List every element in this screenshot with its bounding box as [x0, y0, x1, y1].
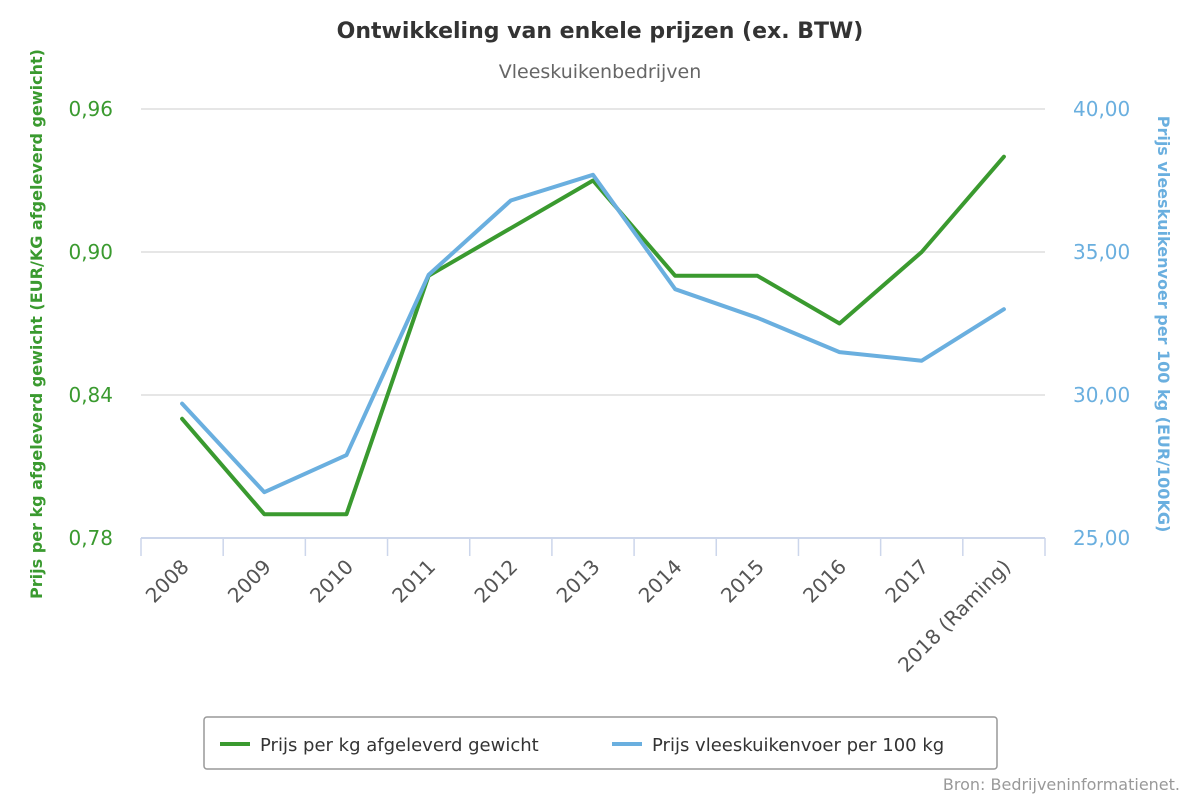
- chart-subtitle: Vleeskuikenbedrijven: [499, 61, 702, 83]
- chart-title: Ontwikkeling van enkele prijzen (ex. BTW…: [337, 19, 864, 44]
- y-left-tick-label: 0,84: [68, 383, 113, 407]
- legend-label-series-1[interactable]: Prijs per kg afgeleverd gewicht: [260, 735, 539, 756]
- y-left-tick-label: 0,78: [68, 526, 113, 550]
- x-axis: 2008 2009 2010 2011 2012 2013 2014 2015 2016 2017…: [140, 537, 1046, 677]
- series-line-2[interactable]: [180, 172, 1006, 495]
- x-tick-label: 2014: [634, 555, 687, 608]
- y-axis-left-title: Prijs per kg afgeleverd gewicht (EUR/KG …: [27, 49, 46, 599]
- legend-label-series-2[interactable]: Prijs vleeskuikenvoer per 100 kg: [652, 735, 944, 756]
- series-line-1[interactable]: [180, 154, 1006, 517]
- axis-ticks: 0,78 0,84 0,90 0,96 25,00 30,00 35,00 40,00: [68, 97, 1130, 550]
- x-tick-label: 2012: [469, 555, 522, 608]
- y-right-tick-label: 30,00: [1073, 383, 1130, 407]
- x-tick-label: 2010: [305, 555, 358, 608]
- credit[interactable]: Bron: Bedrijveninformatienet.: [943, 775, 1180, 794]
- y-right-tick-label: 40,00: [1073, 97, 1130, 121]
- x-tick-label: 2017: [880, 555, 933, 608]
- y-left-tick-label: 0,90: [68, 240, 113, 264]
- y-left-tick-label: 0,96: [68, 97, 113, 121]
- legend: Prijs per kg afgeleverd gewicht Prijs vl…: [203, 716, 998, 770]
- legend-box: [203, 716, 998, 770]
- series-lines: [180, 154, 1006, 517]
- y-right-tick-label: 25,00: [1073, 526, 1130, 550]
- x-tick-label: 2013: [552, 555, 605, 608]
- x-tick-label: 2015: [716, 555, 769, 608]
- x-tick-label: 2009: [223, 555, 276, 608]
- y-right-tick-label: 35,00: [1073, 240, 1130, 264]
- x-tick-label: 2008: [141, 555, 194, 608]
- x-tick-label: 2011: [387, 555, 440, 608]
- x-tick-label: 2016: [798, 555, 851, 608]
- y-axis-right-title: Prijs vleeskuikenvoer per 100 kg (EUR/10…: [1154, 116, 1173, 533]
